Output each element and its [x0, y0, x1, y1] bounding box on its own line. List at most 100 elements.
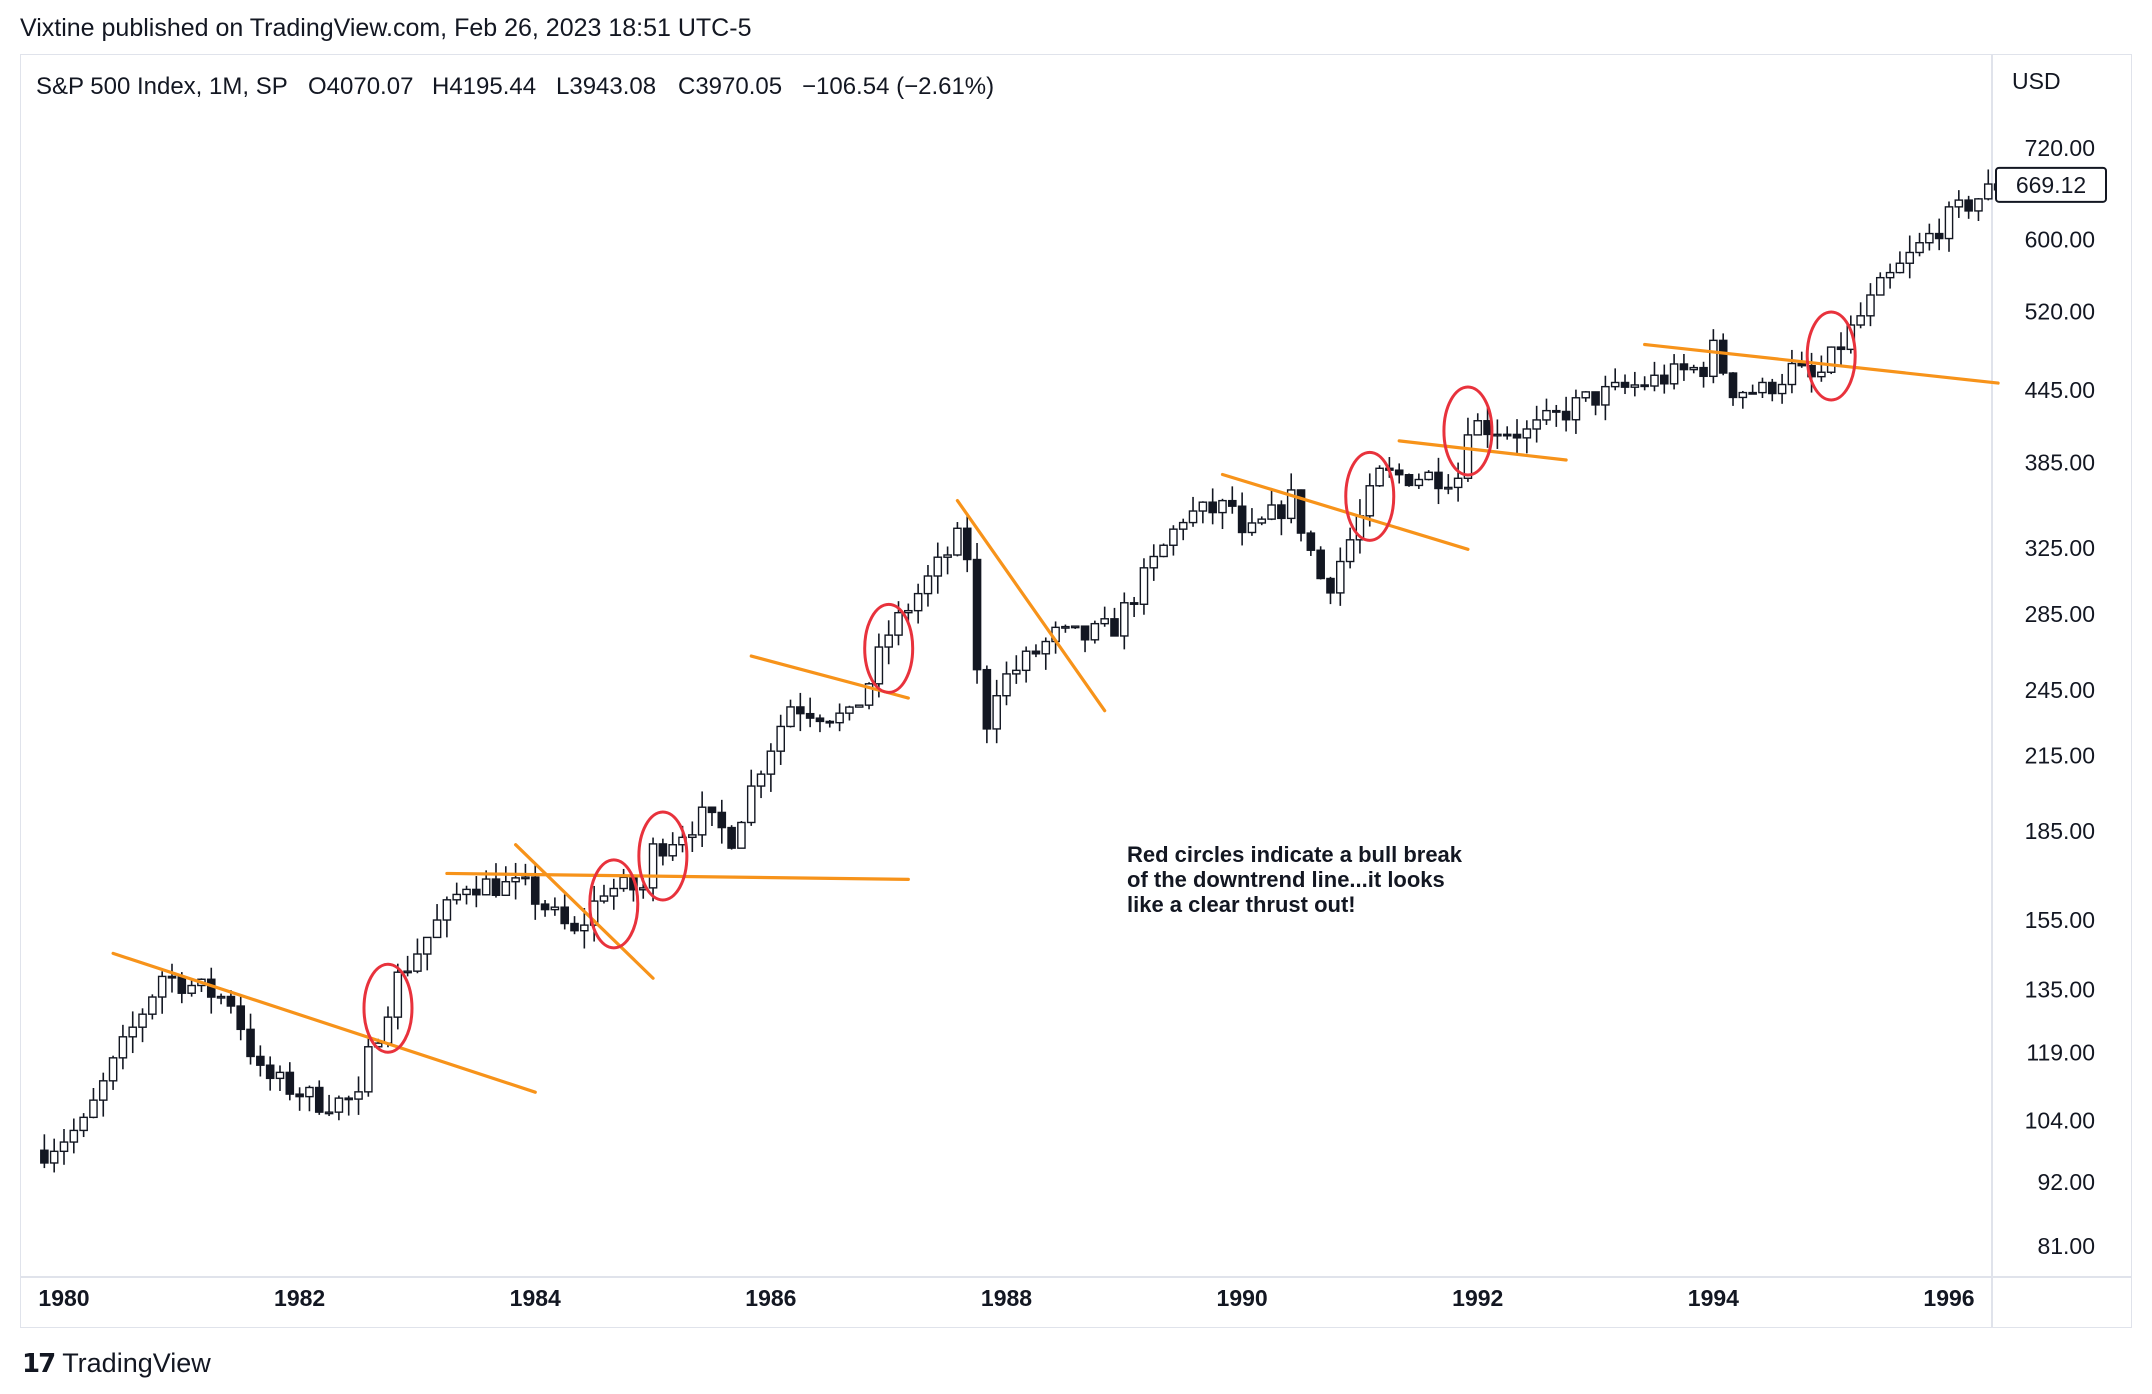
candle [1620, 374, 1630, 395]
candle [1031, 644, 1041, 658]
candle [1002, 661, 1011, 706]
candle [108, 1055, 118, 1090]
candle [1021, 646, 1031, 683]
breakout-circle[interactable] [637, 810, 689, 902]
candle-body [1120, 602, 1129, 637]
candle-body [1100, 618, 1109, 625]
candle [766, 743, 776, 792]
candle [452, 882, 462, 905]
candle-body [49, 1150, 59, 1164]
candle [845, 705, 854, 721]
candle [118, 1024, 128, 1070]
candle [79, 1113, 88, 1138]
candle [1502, 426, 1512, 440]
candle-body [668, 844, 677, 857]
candle [403, 955, 412, 977]
trendline[interactable] [1220, 472, 1470, 551]
candle-body [128, 1026, 138, 1038]
breakout-circle-group[interactable] [362, 310, 1857, 1054]
candle [668, 832, 677, 861]
breakout-circle[interactable] [1805, 310, 1857, 402]
time-tick-label: 1986 [745, 1285, 796, 1311]
candle-body [285, 1071, 295, 1095]
candle-body [1610, 381, 1620, 388]
candle-body [1228, 499, 1237, 507]
tradingview-brand: TradingView [62, 1348, 211, 1378]
candle [69, 1118, 79, 1154]
candle-body [1512, 433, 1522, 439]
candle-body [1149, 555, 1159, 569]
trendline[interactable] [514, 843, 655, 980]
candle-body [530, 876, 540, 905]
candle-body [1237, 505, 1247, 534]
breakout-circle[interactable] [588, 858, 640, 950]
candle-body [717, 811, 727, 829]
price-chart[interactable]: S&P 500 Index, 1M, SP O4070.07 H4195.44 … [0, 0, 2152, 1340]
candle-body [1787, 362, 1797, 386]
candle [1983, 169, 1993, 201]
time-tick-label: 1984 [510, 1285, 561, 1311]
trendline[interactable] [955, 498, 1107, 713]
price-axis[interactable]: 720.00 600.00 520.00 445.00 385.00 325.00 285.… [2025, 135, 2095, 1259]
candle-body [1208, 501, 1217, 514]
annotation-line-3: like a clear thrust out! [1127, 892, 1356, 917]
candle [550, 897, 560, 916]
trendline[interactable] [1643, 342, 2000, 385]
candle-body [1581, 391, 1591, 399]
trendline[interactable] [1397, 439, 1568, 462]
candle-body [1699, 366, 1708, 378]
breakout-circle[interactable] [1442, 385, 1494, 477]
tradingview-logo[interactable]: 17 TradingView [22, 1348, 211, 1379]
candle [344, 1095, 354, 1116]
candle [364, 1033, 373, 1097]
candle [1306, 530, 1316, 556]
candle [393, 963, 403, 1030]
candle [501, 866, 511, 896]
candle-body [1414, 478, 1424, 487]
candle-body [560, 906, 570, 925]
candle [138, 1008, 147, 1043]
price-tick-label: 445.00 [2025, 377, 2095, 403]
candle [1905, 235, 1915, 279]
trendline[interactable] [111, 951, 537, 1094]
candle-body [854, 704, 864, 708]
candle [1110, 607, 1119, 637]
candle [1188, 496, 1198, 527]
candle [982, 665, 992, 744]
candle-body [1561, 410, 1571, 421]
candle [1355, 499, 1365, 554]
candle-body [118, 1036, 128, 1059]
candle-body [491, 878, 501, 896]
candle-body [786, 706, 795, 728]
breakout-circle[interactable] [863, 602, 915, 694]
candle [442, 896, 452, 938]
candle-body [1709, 339, 1718, 378]
candle-body [1041, 640, 1051, 655]
candle-body [324, 1111, 334, 1115]
breakout-circle[interactable] [1344, 450, 1396, 542]
price-tick-label: 92.00 [2037, 1169, 2095, 1195]
time-axis[interactable]: 1980 1982 1984 1986 1988 1990 1992 1994 1996 [38, 1285, 1974, 1311]
annotation-text[interactable]: Red circles indicate a bull break of the… [1127, 842, 1468, 917]
candle-body [1601, 385, 1610, 406]
candle-body [40, 1149, 49, 1164]
candle-body [1424, 471, 1433, 481]
legend-change: −106.54 (−2.61%) [802, 73, 994, 100]
candle [1394, 463, 1404, 484]
candle [295, 1087, 304, 1111]
candle-body [1826, 346, 1836, 373]
candle [1522, 420, 1532, 454]
price-tick-label: 81.00 [2037, 1233, 2095, 1259]
candle-body [1738, 391, 1748, 399]
candle-body [1669, 363, 1679, 385]
candle-body [138, 1013, 147, 1028]
chart-frame[interactable] [20, 54, 2132, 1328]
candle [1404, 473, 1414, 487]
candle [1767, 378, 1777, 402]
candle [1198, 501, 1208, 524]
candle-body [89, 1099, 98, 1119]
candle [305, 1085, 314, 1112]
time-tick-label: 1980 [38, 1285, 89, 1311]
trendline[interactable] [445, 871, 910, 881]
breakout-circle[interactable] [362, 962, 414, 1054]
